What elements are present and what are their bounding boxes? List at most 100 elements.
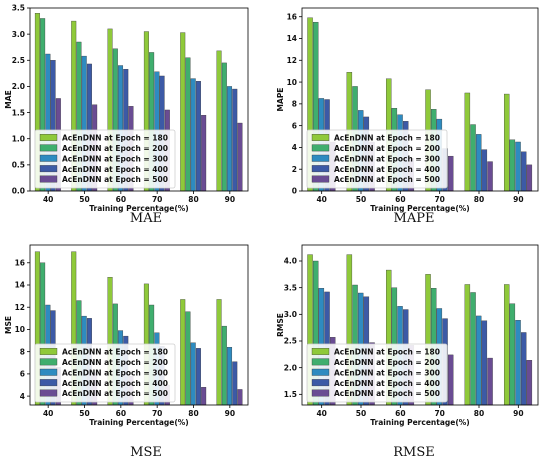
y-tick-label: 4.0 bbox=[284, 257, 297, 266]
y-tick-label: 14 bbox=[15, 281, 25, 290]
y-tick-label: 10 bbox=[287, 78, 297, 87]
y-tick-label: 14 bbox=[287, 34, 297, 43]
y-tick-label: 3.0 bbox=[284, 310, 297, 319]
chart-caption: RMSE bbox=[393, 445, 435, 460]
x-axis-label: Training Percentage(%) bbox=[370, 204, 469, 213]
legend-label: AcEnDNN at Epoch = 180 bbox=[334, 134, 440, 143]
x-tick-label: 40 bbox=[316, 195, 326, 204]
bar bbox=[201, 387, 207, 406]
legend-swatch bbox=[39, 379, 58, 387]
legend-label: AcEnDNN at Epoch = 500 bbox=[62, 389, 168, 398]
bar bbox=[520, 151, 527, 192]
x-axis-label: Training Percentage(%) bbox=[89, 204, 188, 213]
bar bbox=[464, 92, 471, 192]
y-axis-label: MSE bbox=[4, 316, 13, 334]
x-tick-label: 60 bbox=[116, 409, 126, 418]
x-tick-label: 60 bbox=[395, 409, 405, 418]
y-tick-label: 6 bbox=[292, 121, 297, 130]
bar bbox=[237, 122, 243, 192]
bar bbox=[237, 389, 243, 406]
y-tick-label: 3.5 bbox=[284, 283, 297, 292]
chart-caption: MSE bbox=[130, 445, 162, 460]
chart-panel-rmse: 1.5 2.0 2.5 3.0 3.5 4.0 40 50 60 70 80 90 Training P… bbox=[276, 244, 539, 460]
legend-label: AcEnDNN at Epoch = 200 bbox=[334, 358, 440, 367]
x-tick-label: 50 bbox=[79, 195, 89, 204]
bar bbox=[515, 320, 521, 406]
x-tick-label: 50 bbox=[356, 409, 366, 418]
legend-swatch bbox=[311, 165, 330, 173]
legend-label: AcEnDNN at Epoch = 400 bbox=[62, 165, 168, 174]
bar bbox=[195, 348, 201, 406]
bar bbox=[487, 357, 493, 406]
bar bbox=[520, 332, 527, 406]
bar bbox=[232, 88, 238, 192]
y-tick-label: 12 bbox=[287, 56, 297, 65]
x-tick-label: 80 bbox=[188, 409, 198, 418]
bar bbox=[503, 93, 510, 192]
legend-swatch bbox=[311, 175, 330, 183]
x-tick-label: 80 bbox=[188, 195, 198, 204]
chart-panel-mse: 4 6 8 10 12 14 16 40 50 60 70 80 90 Training Percenta… bbox=[4, 244, 249, 460]
legend-label: AcEnDNN at Epoch = 180 bbox=[62, 134, 168, 143]
bar bbox=[216, 50, 222, 192]
x-tick-label: 80 bbox=[474, 195, 484, 204]
y-tick-label: 3.0 bbox=[12, 30, 25, 39]
legend-label: AcEnDNN at Epoch = 400 bbox=[334, 379, 440, 388]
y-tick-label: 4 bbox=[292, 143, 297, 152]
x-tick-label: 40 bbox=[43, 409, 53, 418]
bar bbox=[185, 311, 191, 406]
legend-box bbox=[34, 343, 176, 403]
bar bbox=[216, 299, 222, 406]
legend-label: AcEnDNN at Epoch = 180 bbox=[62, 348, 168, 357]
chart-panel-mae: 0.0 0.5 1.0 1.5 2.0 2.5 3.0 3.5 40 50 60 70 80 90 Trai… bbox=[4, 4, 249, 226]
x-tick-label: 60 bbox=[395, 195, 405, 204]
x-tick-label: 70 bbox=[152, 195, 162, 204]
legend-swatch bbox=[311, 358, 330, 366]
bar bbox=[221, 62, 227, 192]
bar bbox=[481, 320, 488, 406]
bar bbox=[180, 32, 186, 192]
legend-label: AcEnDNN at Epoch = 200 bbox=[62, 358, 168, 367]
chart-caption: MAE bbox=[130, 211, 162, 226]
bar bbox=[481, 149, 488, 192]
plot-frame bbox=[301, 7, 539, 192]
legend-swatch bbox=[311, 379, 330, 387]
legend-box bbox=[306, 129, 448, 189]
plot-frame bbox=[29, 244, 249, 406]
y-tick-label: 8 bbox=[20, 347, 25, 356]
bar bbox=[190, 78, 196, 192]
bar bbox=[470, 124, 476, 192]
plot-frame bbox=[29, 7, 249, 192]
y-tick-label: 2.5 bbox=[284, 337, 297, 346]
x-axis-label: Training Percentage(%) bbox=[370, 418, 469, 427]
x-tick-label: 60 bbox=[116, 195, 126, 204]
y-tick-label: 16 bbox=[15, 258, 25, 267]
legend-label: AcEnDNN at Epoch = 300 bbox=[62, 154, 168, 163]
bar bbox=[180, 299, 186, 406]
y-tick-label: 8 bbox=[292, 100, 297, 109]
legend-swatch bbox=[311, 389, 330, 397]
legend-swatch bbox=[311, 144, 330, 152]
y-tick-label: 10 bbox=[15, 325, 25, 334]
bar bbox=[447, 155, 454, 192]
legend-swatch bbox=[311, 368, 330, 376]
y-tick-label: 4 bbox=[20, 392, 25, 401]
x-tick-label: 70 bbox=[152, 409, 162, 418]
x-tick-label: 50 bbox=[79, 409, 89, 418]
bar bbox=[201, 115, 207, 192]
x-tick-label: 90 bbox=[513, 409, 523, 418]
bar bbox=[447, 354, 454, 406]
bar bbox=[227, 347, 233, 406]
y-axis-label: RMSE bbox=[276, 313, 285, 337]
chart-panel-mape: 0 2 4 6 8 10 12 14 16 40 50 60 70 80 90 Training Percen… bbox=[276, 7, 539, 226]
y-tick-label: 0.0 bbox=[12, 187, 25, 196]
legend-label: AcEnDNN at Epoch = 180 bbox=[334, 348, 440, 357]
legend-swatch bbox=[311, 348, 330, 355]
x-tick-label: 70 bbox=[434, 195, 444, 204]
x-tick-label: 90 bbox=[225, 195, 235, 204]
x-tick-label: 70 bbox=[434, 409, 444, 418]
y-tick-label: 0 bbox=[292, 187, 297, 196]
legend-swatch bbox=[39, 134, 58, 141]
legend-label: AcEnDNN at Epoch = 500 bbox=[334, 389, 440, 398]
